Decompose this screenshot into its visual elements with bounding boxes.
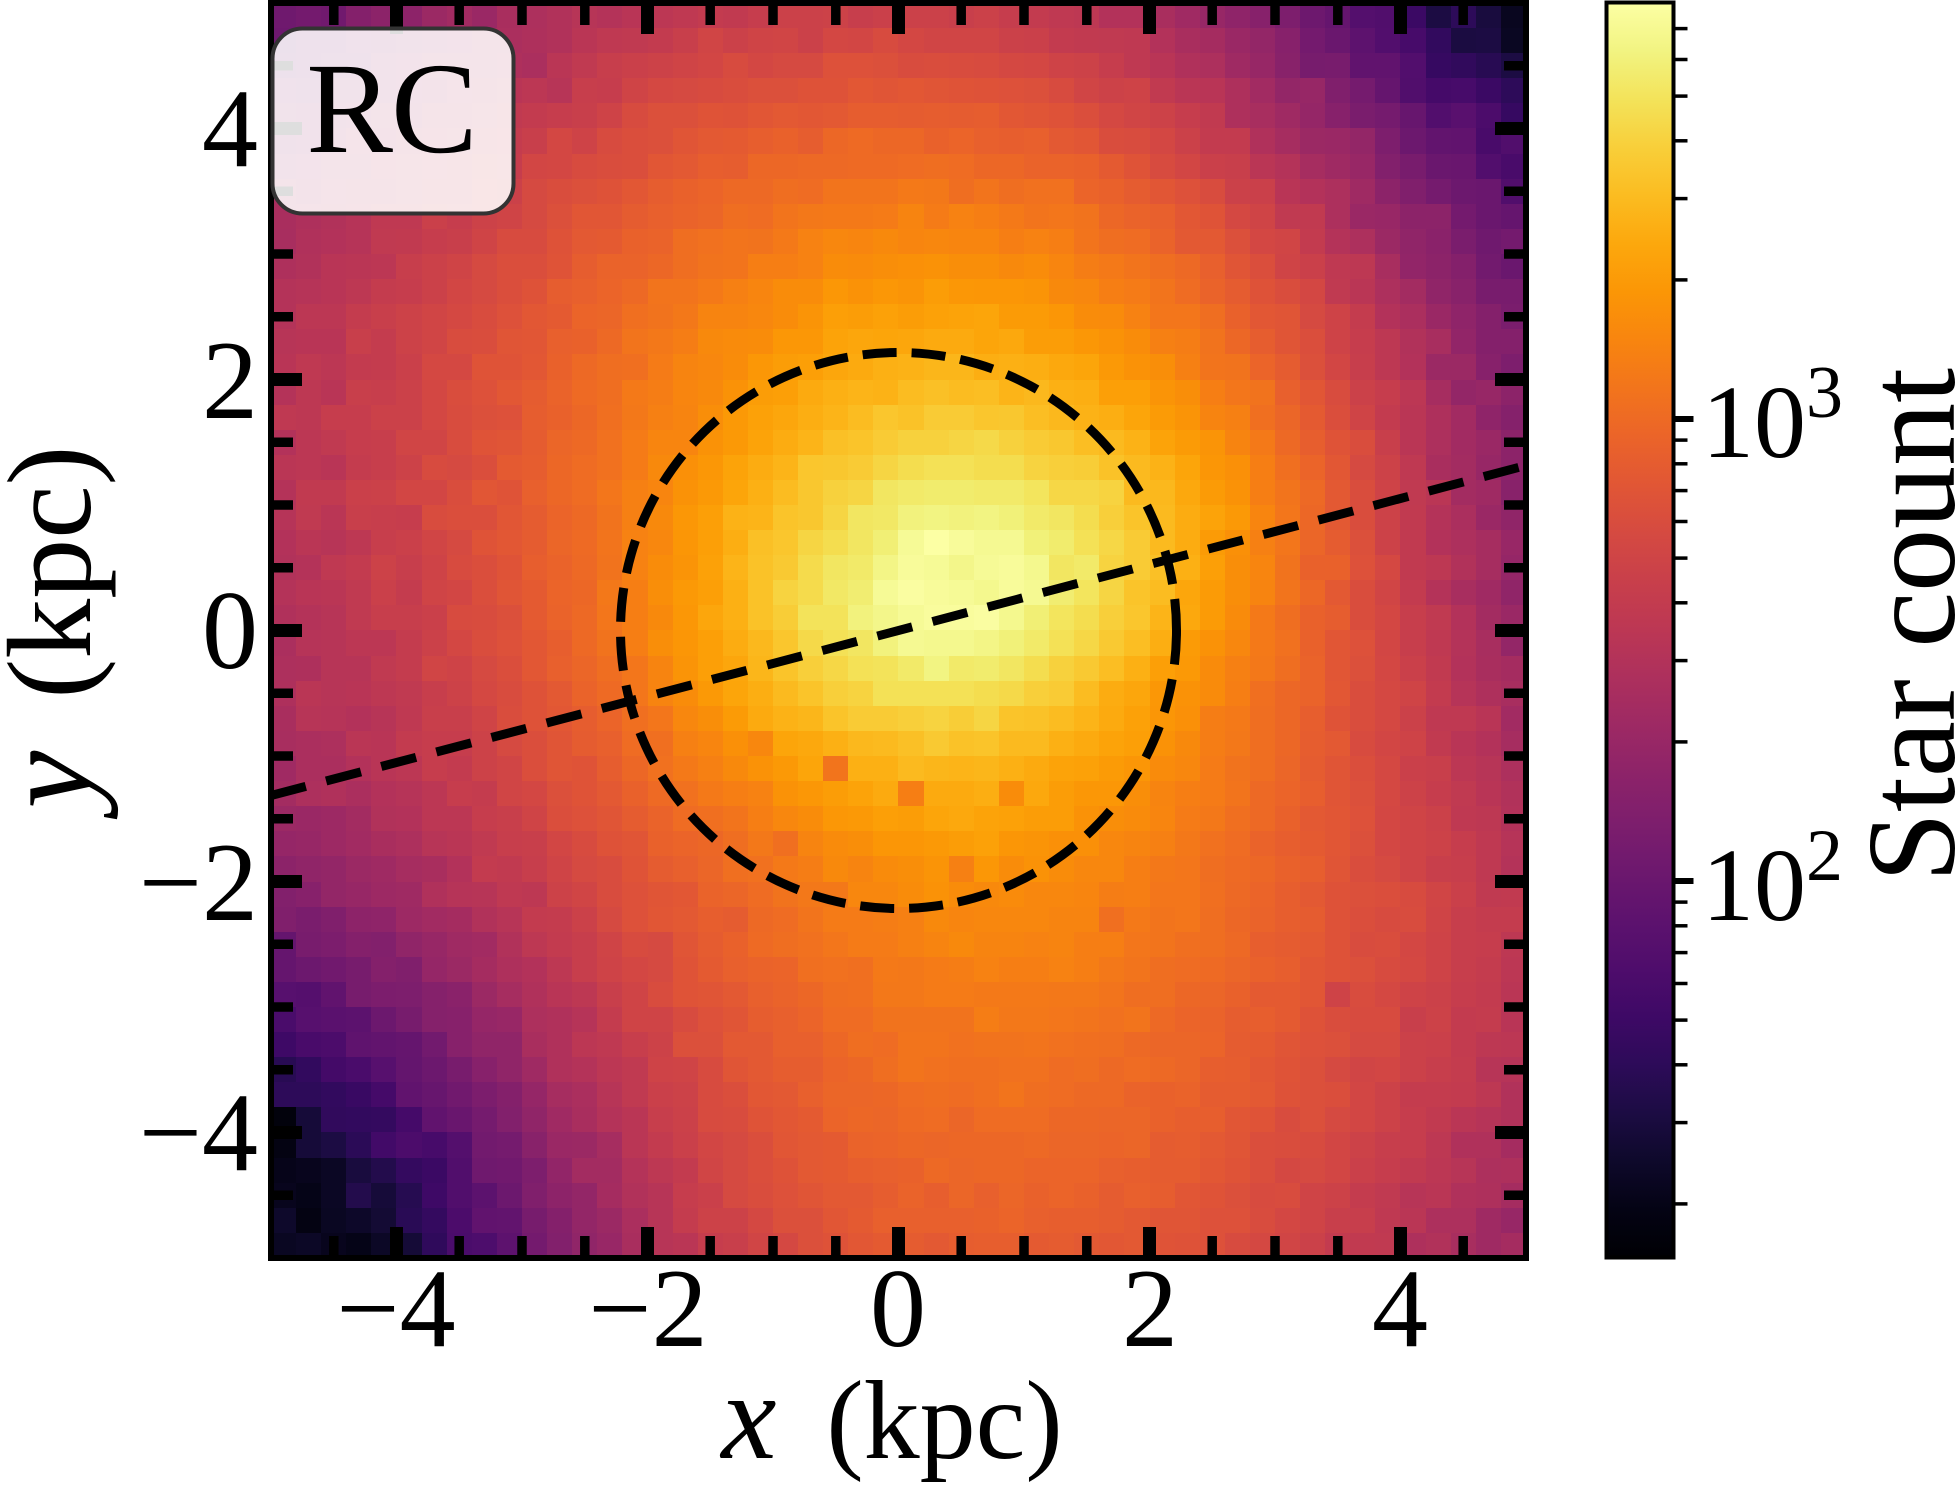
svg-text:−4: −4 [139,1071,258,1195]
svg-text:0: 0 [870,1247,926,1371]
svg-text:−4: −4 [336,1247,455,1371]
svg-text:x (kpc): x (kpc) [719,1348,1062,1485]
svg-text:4: 4 [1372,1247,1428,1371]
svg-text:Star count: Star count [1843,368,1955,882]
svg-text:2: 2 [1122,1247,1178,1371]
svg-text:−2: −2 [139,821,258,945]
svg-text:RC: RC [306,37,475,181]
svg-text:y (kpc): y (kpc) [0,446,119,820]
svg-text:−2: −2 [588,1247,707,1371]
svg-text:2: 2 [202,319,258,443]
svg-text:0: 0 [202,569,258,693]
svg-text:4: 4 [202,67,258,191]
